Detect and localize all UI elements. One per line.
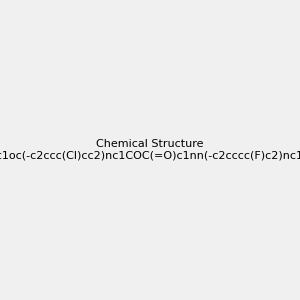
Text: Chemical Structure
Cc1oc(-c2ccc(Cl)cc2)nc1COC(=O)c1nn(-c2cccc(F)c2)nc1C: Chemical Structure Cc1oc(-c2ccc(Cl)cc2)n… [0,139,300,161]
